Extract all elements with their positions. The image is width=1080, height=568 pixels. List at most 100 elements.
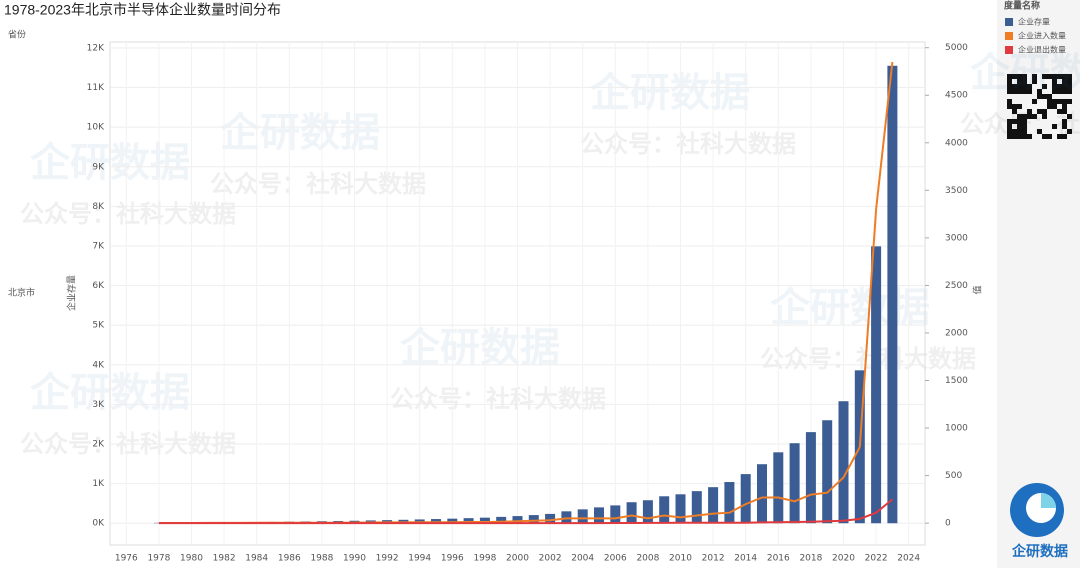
qr-cell bbox=[1017, 129, 1022, 134]
x-tick-label: 1978 bbox=[147, 554, 170, 564]
watermark-account: 公众号：社科大数据 bbox=[390, 385, 606, 413]
watermark-account: 公众号：社科大数据 bbox=[580, 130, 796, 158]
qr-cell bbox=[1062, 79, 1067, 84]
qr-cell bbox=[1037, 129, 1042, 134]
qr-cell bbox=[1007, 119, 1012, 124]
qr-cell bbox=[1067, 84, 1072, 89]
bar bbox=[724, 482, 735, 524]
y2-tick-label: 4000 bbox=[945, 138, 968, 148]
qr-cell bbox=[1057, 99, 1062, 104]
watermark-brand: 企研数据 bbox=[400, 325, 560, 371]
bar bbox=[610, 505, 621, 524]
qr-cell bbox=[1052, 104, 1057, 109]
bar bbox=[447, 518, 458, 524]
bar bbox=[431, 519, 441, 524]
x-tick-label: 2016 bbox=[767, 554, 790, 564]
x-tick-label: 1980 bbox=[180, 554, 203, 564]
bar bbox=[512, 516, 523, 524]
x-tick-label: 2002 bbox=[539, 554, 562, 564]
qr-cell bbox=[1062, 124, 1067, 129]
qr-cell bbox=[1047, 99, 1052, 104]
logo: 企研数据 bbox=[1010, 483, 1068, 560]
bar bbox=[887, 65, 898, 524]
qr-cell bbox=[1042, 84, 1047, 89]
y-tick-label: 12K bbox=[87, 43, 105, 53]
legend-label: 企业退出数量 bbox=[1018, 45, 1066, 55]
y2-tick-label: 4500 bbox=[945, 91, 968, 101]
qr-cell bbox=[1042, 134, 1047, 139]
qr-cell bbox=[1012, 129, 1017, 134]
qr-cell bbox=[1052, 74, 1057, 79]
y-tick-label: 5K bbox=[92, 321, 105, 331]
qr-cell bbox=[1012, 109, 1017, 114]
qr-cell bbox=[1052, 99, 1057, 104]
y-tick-label: 11K bbox=[87, 83, 105, 93]
qr-cell bbox=[1047, 134, 1052, 139]
y-tick-label: 1K bbox=[92, 479, 105, 489]
x-tick-label: 2006 bbox=[604, 554, 627, 564]
bar bbox=[822, 420, 833, 524]
qr-cell bbox=[1027, 84, 1032, 89]
y-tick-label: 2K bbox=[92, 440, 105, 450]
x-tick-label: 2004 bbox=[571, 554, 594, 564]
qr-cell bbox=[1047, 94, 1052, 99]
qr-cell bbox=[1052, 79, 1057, 84]
bar bbox=[805, 432, 816, 524]
x-tick-label: 1998 bbox=[473, 554, 496, 564]
legend-label: 企业存量 bbox=[1018, 17, 1050, 27]
qr-cell bbox=[1057, 74, 1062, 79]
x-tick-label: 1992 bbox=[376, 554, 399, 564]
qr-cell bbox=[1027, 109, 1032, 114]
qr-cell bbox=[1037, 89, 1042, 94]
watermark-account: 公众号：社科大数据 bbox=[210, 170, 426, 198]
x-tick-label: 2012 bbox=[702, 554, 725, 564]
qr-cell bbox=[1007, 74, 1012, 79]
qr-cell bbox=[1007, 104, 1012, 109]
bar bbox=[659, 496, 670, 524]
qr-cell bbox=[1062, 89, 1067, 94]
row-label: 北京市 bbox=[8, 287, 35, 299]
bar bbox=[577, 509, 588, 524]
legend-label: 企业进入数量 bbox=[1018, 31, 1066, 41]
y2-tick-label: 500 bbox=[945, 471, 962, 481]
qr-cell bbox=[1007, 79, 1012, 84]
legend-title: 度量名称 bbox=[1004, 0, 1040, 12]
bar bbox=[479, 517, 490, 524]
qr-cell bbox=[1057, 89, 1062, 94]
y2-tick-label: 2000 bbox=[945, 328, 968, 338]
y-tick-label: 4K bbox=[92, 360, 105, 370]
qr-cell bbox=[1047, 74, 1052, 79]
qr-cell bbox=[1042, 114, 1047, 119]
bar bbox=[708, 487, 719, 524]
bar bbox=[740, 474, 751, 524]
qr-cell bbox=[1022, 119, 1027, 124]
qr-cell bbox=[1007, 89, 1012, 94]
legend-swatch bbox=[1005, 32, 1013, 40]
qr-cell bbox=[1022, 84, 1027, 89]
y2-tick-label: 5000 bbox=[945, 43, 968, 53]
watermark-account: 公众号：社科大数据 bbox=[20, 200, 236, 228]
qr-cell bbox=[1067, 99, 1072, 104]
x-tick-label: 1984 bbox=[245, 554, 268, 564]
qr-cell bbox=[1012, 134, 1017, 139]
y-tick-label: 8K bbox=[92, 202, 105, 212]
qr-cell bbox=[1052, 84, 1057, 89]
y2-tick-label: 3500 bbox=[945, 186, 968, 196]
qr-cell bbox=[1062, 84, 1067, 89]
x-tick-label: 1990 bbox=[343, 554, 366, 564]
bar bbox=[789, 443, 800, 524]
qr-cell bbox=[1022, 79, 1027, 84]
qr-cell bbox=[1022, 89, 1027, 94]
qr-cell bbox=[1027, 114, 1032, 119]
qr-cell bbox=[1012, 84, 1017, 89]
qr-cell bbox=[1067, 89, 1072, 94]
x-tick-label: 2000 bbox=[506, 554, 529, 564]
qr-cell bbox=[1042, 109, 1047, 114]
qr-cell bbox=[1007, 84, 1012, 89]
bar bbox=[757, 464, 767, 524]
x-tick-label: 1986 bbox=[278, 554, 301, 564]
watermark-account: 公众号：社科大数据 bbox=[960, 110, 1080, 138]
bar bbox=[871, 246, 882, 524]
qr-cell bbox=[1062, 104, 1067, 109]
